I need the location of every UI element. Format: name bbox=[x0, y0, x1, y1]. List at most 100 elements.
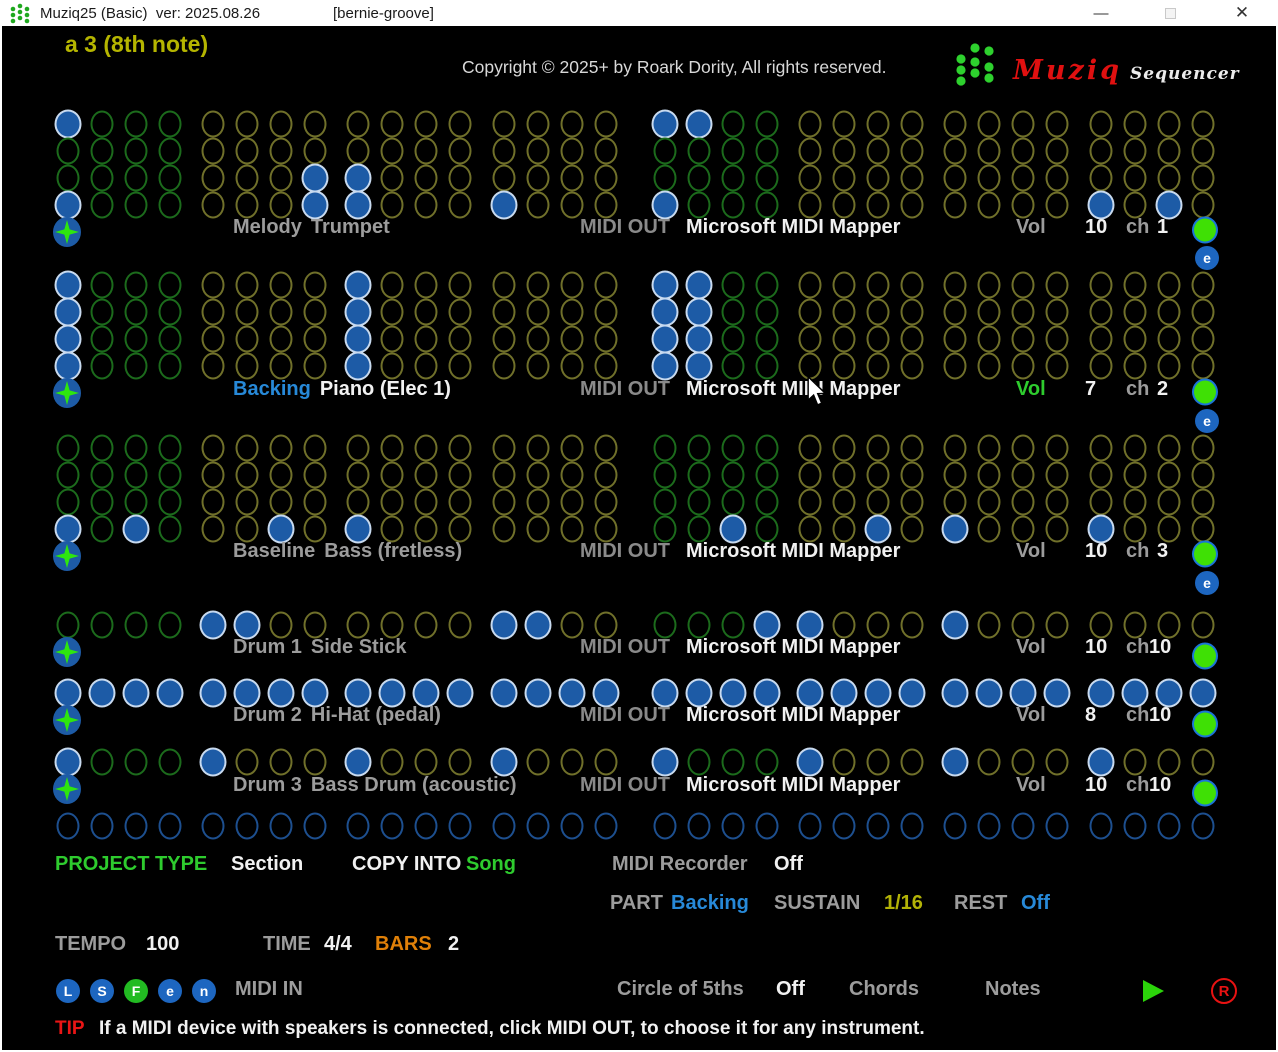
note-cell[interactable] bbox=[900, 434, 924, 462]
note-cell[interactable] bbox=[1191, 110, 1215, 138]
note-cell[interactable] bbox=[866, 434, 890, 462]
note-cell[interactable] bbox=[687, 748, 711, 776]
note-cell[interactable] bbox=[414, 748, 438, 776]
note-cell[interactable] bbox=[594, 164, 618, 192]
note-cell[interactable] bbox=[380, 515, 404, 543]
part-select-star-button[interactable] bbox=[53, 774, 81, 804]
note-cell[interactable] bbox=[158, 271, 182, 299]
rest-value[interactable]: Off bbox=[1021, 892, 1050, 914]
copy-into-label[interactable]: COPY INTO bbox=[352, 853, 462, 875]
note-cell[interactable] bbox=[755, 325, 779, 353]
part-select-star-button[interactable] bbox=[53, 378, 81, 408]
note-cell[interactable] bbox=[346, 611, 370, 639]
note-cell[interactable] bbox=[721, 352, 745, 380]
edit-track-button[interactable]: e bbox=[1195, 571, 1219, 595]
note-cell[interactable] bbox=[864, 678, 892, 708]
maximize-button[interactable] bbox=[1147, 0, 1193, 26]
channel-value[interactable]: 3 bbox=[1157, 540, 1169, 562]
note-cell[interactable] bbox=[492, 137, 516, 165]
note-cell[interactable] bbox=[687, 488, 711, 516]
note-cell[interactable] bbox=[90, 298, 114, 326]
note-cell[interactable] bbox=[1123, 352, 1147, 380]
note-cell[interactable] bbox=[303, 488, 327, 516]
note-cell[interactable] bbox=[90, 488, 114, 516]
note-cell[interactable] bbox=[900, 325, 924, 353]
note-cell[interactable] bbox=[380, 748, 404, 776]
note-cell[interactable] bbox=[866, 325, 890, 353]
step-position-cell[interactable] bbox=[798, 812, 822, 840]
note-cell[interactable] bbox=[526, 748, 550, 776]
note-cell[interactable] bbox=[1011, 461, 1035, 489]
note-cell[interactable] bbox=[1045, 515, 1069, 543]
note-cell[interactable] bbox=[900, 748, 924, 776]
note-cell[interactable] bbox=[1045, 488, 1069, 516]
note-cell[interactable] bbox=[54, 324, 82, 354]
step-position-cell[interactable] bbox=[832, 812, 856, 840]
note-cell[interactable] bbox=[1087, 678, 1115, 708]
note-cell[interactable] bbox=[90, 137, 114, 165]
note-cell[interactable] bbox=[90, 611, 114, 639]
note-cell[interactable] bbox=[56, 137, 80, 165]
note-cell[interactable] bbox=[1191, 271, 1215, 299]
part-select-star-button[interactable] bbox=[53, 637, 81, 667]
note-cell[interactable] bbox=[653, 611, 677, 639]
note-cell[interactable] bbox=[54, 270, 82, 300]
note-cell[interactable] bbox=[1045, 352, 1069, 380]
midi-out-button[interactable]: MIDI OUT bbox=[580, 378, 670, 400]
note-cell[interactable] bbox=[721, 611, 745, 639]
note-cell[interactable] bbox=[492, 110, 516, 138]
note-cell[interactable] bbox=[492, 352, 516, 380]
note-cell[interactable] bbox=[90, 748, 114, 776]
step-position-cell[interactable] bbox=[124, 812, 148, 840]
note-cell[interactable] bbox=[560, 271, 584, 299]
note-cell[interactable] bbox=[1011, 110, 1035, 138]
note-cell[interactable] bbox=[832, 298, 856, 326]
note-cell[interactable] bbox=[977, 164, 1001, 192]
note-cell[interactable] bbox=[414, 137, 438, 165]
note-cell[interactable] bbox=[900, 137, 924, 165]
note-cell[interactable] bbox=[158, 488, 182, 516]
note-cell[interactable] bbox=[235, 434, 259, 462]
note-cell[interactable] bbox=[1191, 461, 1215, 489]
midi-out-button[interactable]: MIDI OUT bbox=[580, 774, 670, 796]
step-position-cell[interactable] bbox=[1089, 812, 1113, 840]
note-cell[interactable] bbox=[1157, 110, 1181, 138]
volume-value[interactable]: 10 bbox=[1085, 636, 1108, 658]
note-cell[interactable] bbox=[526, 352, 550, 380]
note-cell[interactable] bbox=[687, 515, 711, 543]
note-cell[interactable] bbox=[977, 191, 1001, 219]
note-cell[interactable] bbox=[1009, 678, 1037, 708]
note-cell[interactable] bbox=[1157, 611, 1181, 639]
note-cell[interactable] bbox=[941, 514, 969, 544]
note-cell[interactable] bbox=[90, 164, 114, 192]
note-cell[interactable] bbox=[900, 515, 924, 543]
note-cell[interactable] bbox=[798, 434, 822, 462]
note-cell[interactable] bbox=[1045, 434, 1069, 462]
note-cell[interactable] bbox=[560, 298, 584, 326]
note-cell[interactable] bbox=[235, 325, 259, 353]
note-cell[interactable] bbox=[380, 164, 404, 192]
note-cell[interactable] bbox=[687, 191, 711, 219]
note-cell[interactable] bbox=[1045, 611, 1069, 639]
note-cell[interactable] bbox=[943, 191, 967, 219]
note-cell[interactable] bbox=[380, 110, 404, 138]
note-cell[interactable] bbox=[201, 271, 225, 299]
midi-device-name[interactable]: Microsoft MIDI Mapper bbox=[686, 704, 901, 726]
note-cell[interactable] bbox=[90, 271, 114, 299]
note-cell[interactable] bbox=[977, 325, 1001, 353]
note-cell[interactable] bbox=[941, 747, 969, 777]
track-active-indicator[interactable] bbox=[1192, 216, 1218, 244]
note-cell[interactable] bbox=[54, 351, 82, 381]
note-cell[interactable] bbox=[1189, 678, 1217, 708]
note-cell[interactable] bbox=[558, 678, 586, 708]
step-position-cell[interactable] bbox=[866, 812, 890, 840]
note-cell[interactable] bbox=[124, 164, 148, 192]
note-cell[interactable] bbox=[755, 137, 779, 165]
note-cell[interactable] bbox=[201, 434, 225, 462]
note-cell[interactable] bbox=[1087, 514, 1115, 544]
note-cell[interactable] bbox=[269, 488, 293, 516]
note-cell[interactable] bbox=[56, 434, 80, 462]
note-cell[interactable] bbox=[124, 461, 148, 489]
note-cell[interactable] bbox=[344, 270, 372, 300]
note-cell[interactable] bbox=[88, 678, 116, 708]
